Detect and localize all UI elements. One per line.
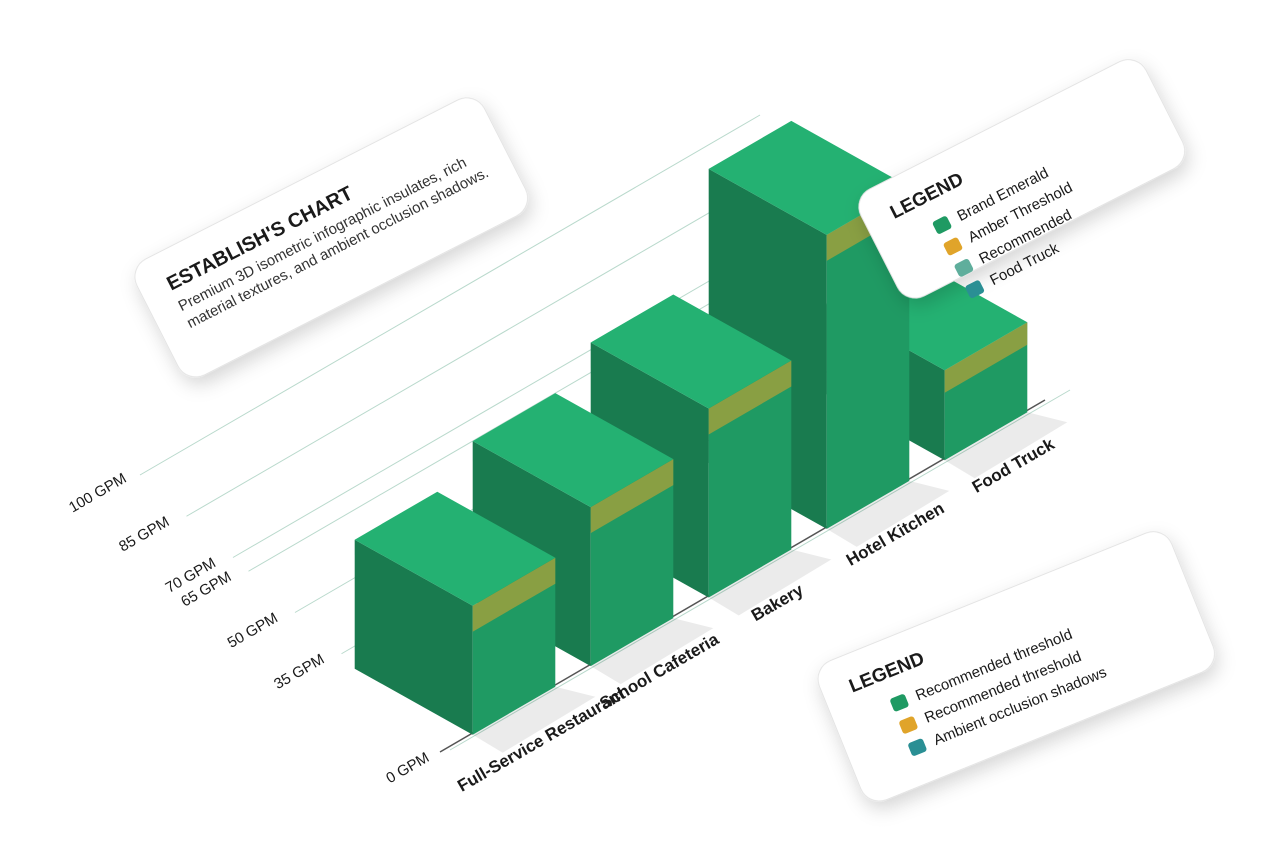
y-tick-label: 35 GPM [271, 651, 327, 693]
bar-shadow [826, 480, 950, 547]
legend-swatch [965, 280, 985, 299]
legend-swatch [943, 237, 963, 256]
bar-accent [472, 557, 556, 632]
bar-accent [944, 322, 1028, 393]
card [134, 97, 529, 378]
bar-front [826, 186, 910, 529]
legend-swatch [908, 738, 927, 756]
grid-line [449, 389, 1071, 751]
card [858, 59, 1186, 299]
y-tick-label: 100 GPM [66, 470, 129, 516]
bar-shadow [590, 618, 714, 685]
legend-swatch [932, 216, 952, 234]
bar-top [472, 393, 674, 508]
bar-top [590, 294, 792, 409]
bar-side [354, 539, 473, 735]
bar-accent [708, 360, 792, 435]
bar-shadow [708, 549, 832, 616]
grid-line [186, 155, 807, 517]
bar-accent [590, 459, 674, 534]
bar-top [354, 491, 556, 606]
legend-swatch [890, 694, 909, 712]
bar-shadow [472, 686, 596, 753]
legend-swatch [899, 716, 918, 734]
y-tick-label: 0 GPM [383, 749, 432, 787]
legend-swatch [954, 258, 974, 277]
bar-shadow [944, 412, 1068, 479]
y-tick-label: 50 GPM [225, 609, 281, 651]
y-tick-label: 85 GPM [116, 513, 172, 555]
grid-line [139, 114, 761, 476]
card [817, 531, 1215, 802]
